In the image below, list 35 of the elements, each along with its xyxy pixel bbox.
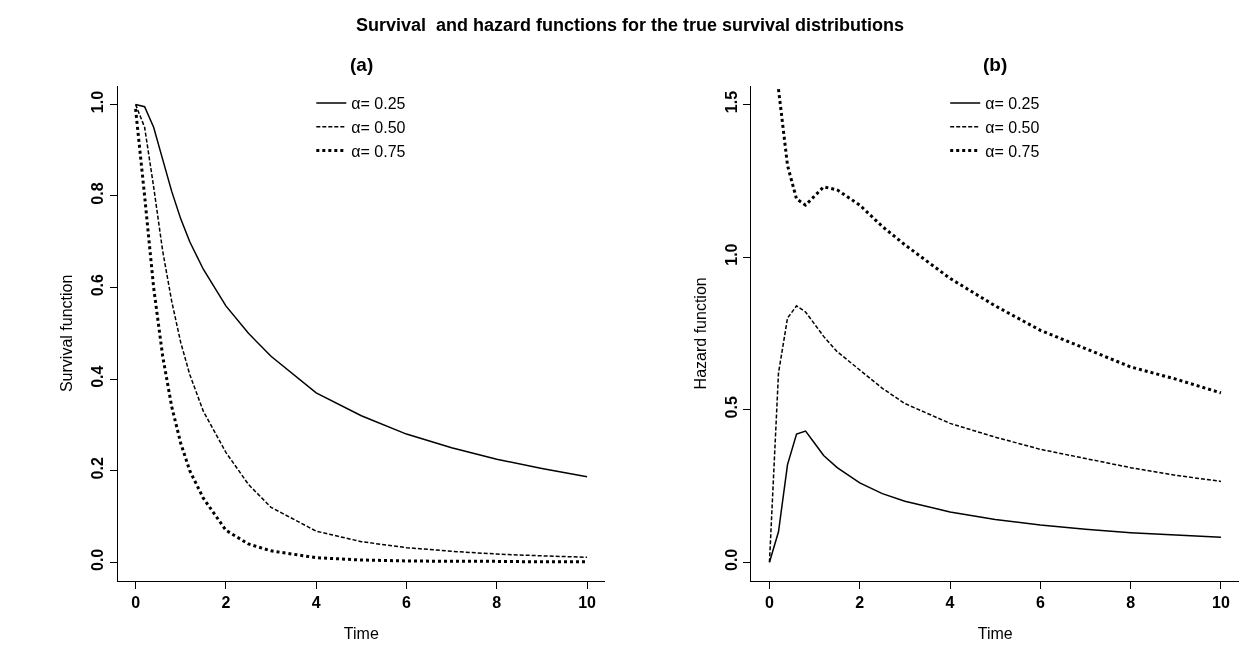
x-axis-title: Time — [977, 625, 1013, 643]
legend-label: α= 0.75 — [351, 142, 406, 160]
legend-label: α= 0.25 — [351, 95, 406, 113]
x-tick-label: 4 — [945, 593, 955, 611]
x-tick-label: 8 — [1126, 593, 1136, 611]
y-axis-title: Hazard function — [691, 277, 709, 390]
y-tick-label: 0.6 — [89, 273, 107, 297]
y-axis-title: Survival function — [58, 274, 76, 393]
legend-label: α= 0.25 — [985, 95, 1040, 113]
x-tick-label: 10 — [578, 593, 597, 611]
y-tick-label: 0.0 — [89, 548, 107, 572]
x-tick-label: 6 — [402, 593, 412, 611]
y-tick-label: 0.4 — [89, 365, 107, 388]
chart-title: (b) — [983, 54, 1008, 75]
y-tick-label: 1.5 — [723, 90, 740, 114]
y-tick-label: 0.2 — [89, 457, 107, 480]
y-tick-label: 1.0 — [723, 243, 740, 266]
x-tick-label: 0 — [765, 593, 775, 611]
legend-label: α= 0.75 — [985, 142, 1040, 160]
legend-label: α= 0.50 — [985, 119, 1040, 137]
y-tick-label: 0.8 — [89, 182, 107, 205]
chart-title: (a) — [350, 54, 374, 75]
y-tick-label: 0.5 — [723, 396, 740, 419]
x-tick-label: 0 — [131, 593, 141, 611]
text: Survival and hazard functions for the true survival distributions — [356, 15, 905, 35]
y-tick-label: 0.0 — [723, 548, 740, 572]
x-tick-label: 2 — [221, 593, 231, 611]
x-tick-label: 2 — [855, 593, 865, 611]
x-axis-title: Time — [343, 625, 379, 643]
x-tick-label: 10 — [1212, 593, 1230, 611]
x-tick-label: 4 — [311, 593, 321, 611]
legend-label: α= 0.50 — [351, 119, 406, 137]
x-tick-label: 6 — [1035, 593, 1045, 611]
y-tick-label: 1.0 — [89, 90, 107, 114]
x-tick-label: 8 — [492, 593, 502, 611]
